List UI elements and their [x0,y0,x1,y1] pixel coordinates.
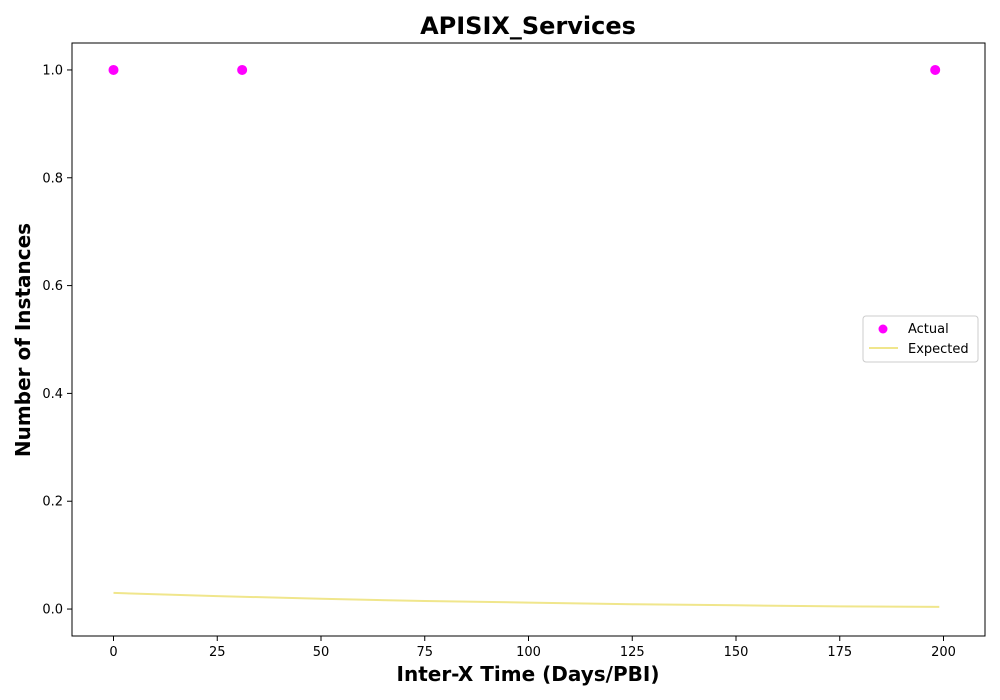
y-tick-label: 1.0 [42,63,63,78]
x-tick-label: 100 [516,645,541,660]
legend-box [862,315,979,363]
y-tick-label: 0.0 [42,603,63,618]
x-tick-label: 50 [313,645,330,660]
x-tick-label: 0 [109,645,117,660]
x-axis-title: Inter-X Time (Days/PBI) [397,662,660,686]
chart-title: APISIX_Services [420,12,636,40]
x-tick-label: 175 [827,645,852,660]
y-axis-title: Number of Instances [11,223,35,457]
expected-line [113,591,940,608]
y-tick-label: 0.8 [42,171,63,186]
actual-point [930,64,941,75]
legend-label-expected: Expected [908,342,969,357]
x-tick-label: 25 [209,645,226,660]
x-axis-ticks: 0 25 50 75 100 125 150 175 200 [109,636,956,660]
legend-label-actual: Actual [908,322,949,337]
y-tick-label: 0.4 [42,387,63,402]
actual-point [237,64,248,75]
y-axis-ticks: 0.0 0.2 0.4 0.6 0.8 1.0 [42,63,72,618]
actual-point [108,64,119,75]
y-tick-label: 0.2 [42,495,63,510]
y-tick-label: 0.6 [42,279,63,294]
x-tick-label: 125 [620,645,645,660]
x-tick-label: 150 [724,645,749,660]
legend: Actual Expected [862,315,979,363]
series-layer [108,64,941,608]
x-tick-label: 75 [416,645,433,660]
x-tick-label: 200 [931,645,956,660]
legend-marker-actual [878,324,888,334]
plot-area [71,42,986,637]
